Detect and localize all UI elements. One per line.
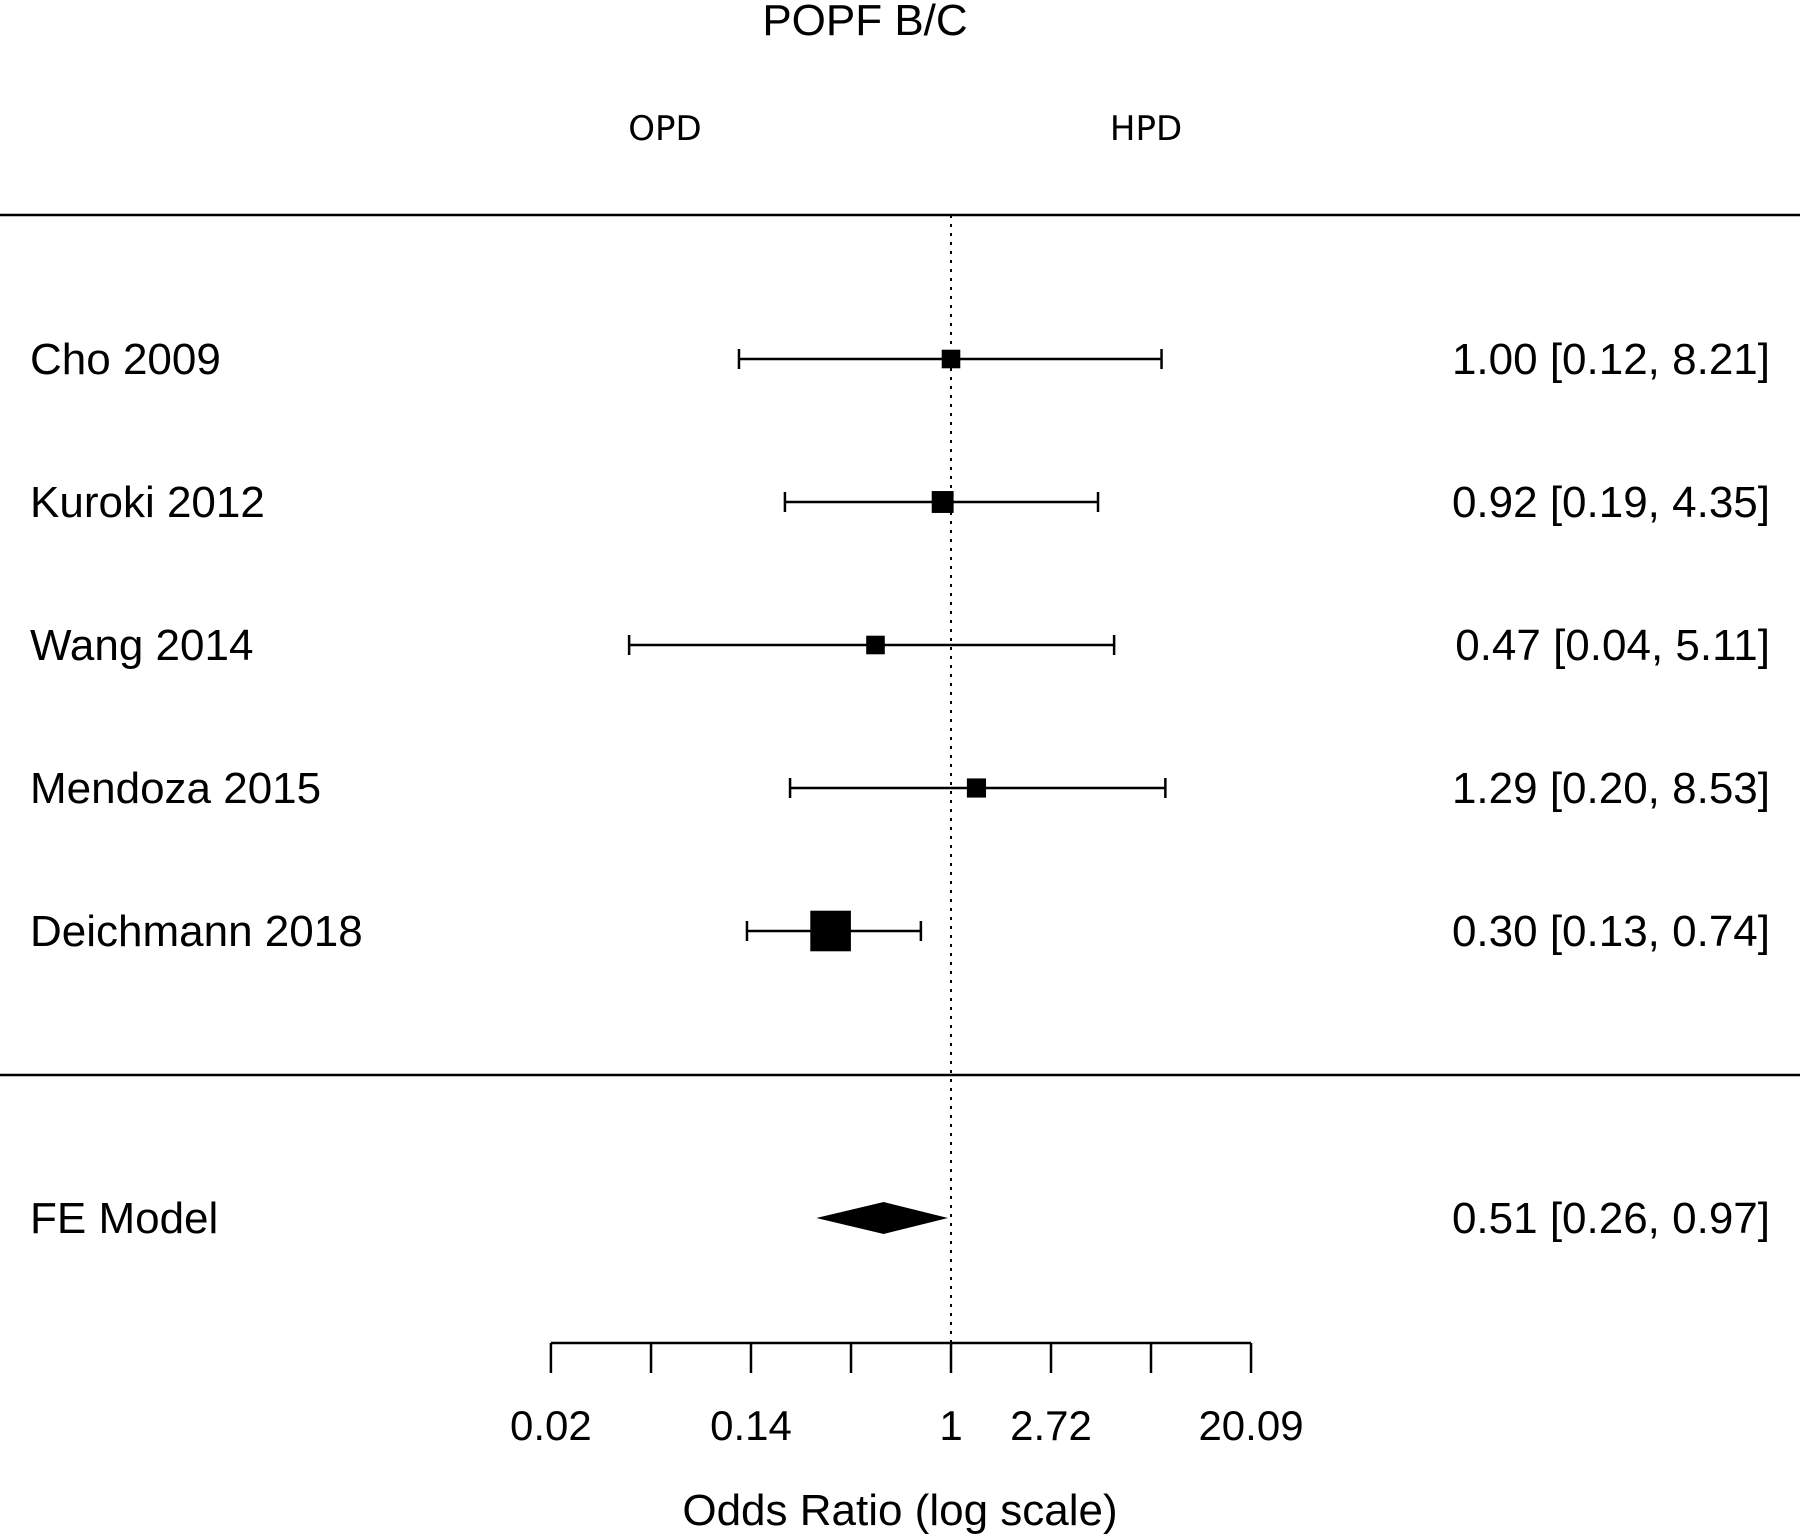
effect-size-text: 0.30 [0.13, 0.74] bbox=[1452, 907, 1770, 956]
study-label: Mendoza 2015 bbox=[30, 764, 321, 813]
direction-label-left: OPD bbox=[628, 109, 701, 149]
study-label: Wang 2014 bbox=[30, 621, 253, 670]
study-label: Kuroki 2012 bbox=[30, 478, 265, 527]
direction-label-right: HPD bbox=[1110, 109, 1182, 149]
study-label: Deichmann 2018 bbox=[30, 907, 363, 956]
study-rows: Cho 2009 1.00 [0.12, 8.21] Kuroki 2012 0.92… bbox=[30, 335, 1770, 956]
summary-effect-text: 0.51 [0.26, 0.97] bbox=[1452, 1194, 1770, 1243]
x-axis: 0.02 0.14 1 2.72 20.09 bbox=[510, 1341, 1304, 1449]
study-row: Cho 2009 1.00 [0.12, 8.21] bbox=[30, 335, 1770, 384]
summary-row: FE Model 0.51 [0.26, 0.97] bbox=[30, 1194, 1770, 1243]
effect-size-text: 0.47 [0.04, 5.11] bbox=[1455, 621, 1770, 670]
chart-title: POPF B/C bbox=[762, 0, 967, 45]
summary-diamond bbox=[816, 1202, 948, 1234]
tick-label: 0.02 bbox=[510, 1402, 592, 1449]
tick-label: 20.09 bbox=[1198, 1402, 1303, 1449]
effect-size-text: 0.92 [0.19, 4.35] bbox=[1452, 478, 1770, 527]
point-estimate-square bbox=[941, 349, 961, 369]
effect-size-text: 1.29 [0.20, 8.53] bbox=[1452, 764, 1770, 813]
point-estimate-square bbox=[866, 635, 885, 655]
tick-label: 2.72 bbox=[1010, 1402, 1092, 1449]
tick-label: 0.14 bbox=[710, 1402, 792, 1449]
tick-label: 1 bbox=[939, 1402, 962, 1449]
point-estimate-square bbox=[966, 778, 987, 798]
point-estimate-square bbox=[931, 491, 954, 513]
study-label: Cho 2009 bbox=[30, 335, 221, 384]
summary-label: FE Model bbox=[30, 1194, 218, 1243]
x-axis-label: Odds Ratio (log scale) bbox=[682, 1486, 1117, 1535]
study-row: Mendoza 2015 1.29 [0.20, 8.53] bbox=[30, 764, 1770, 813]
effect-size-text: 1.00 [0.12, 8.21] bbox=[1452, 335, 1770, 384]
point-estimate-square bbox=[810, 910, 851, 952]
study-row: Wang 2014 0.47 [0.04, 5.11] bbox=[30, 621, 1770, 670]
study-row: Kuroki 2012 0.92 [0.19, 4.35] bbox=[30, 478, 1770, 527]
study-row: Deichmann 2018 0.30 [0.13, 0.74] bbox=[30, 907, 1770, 956]
